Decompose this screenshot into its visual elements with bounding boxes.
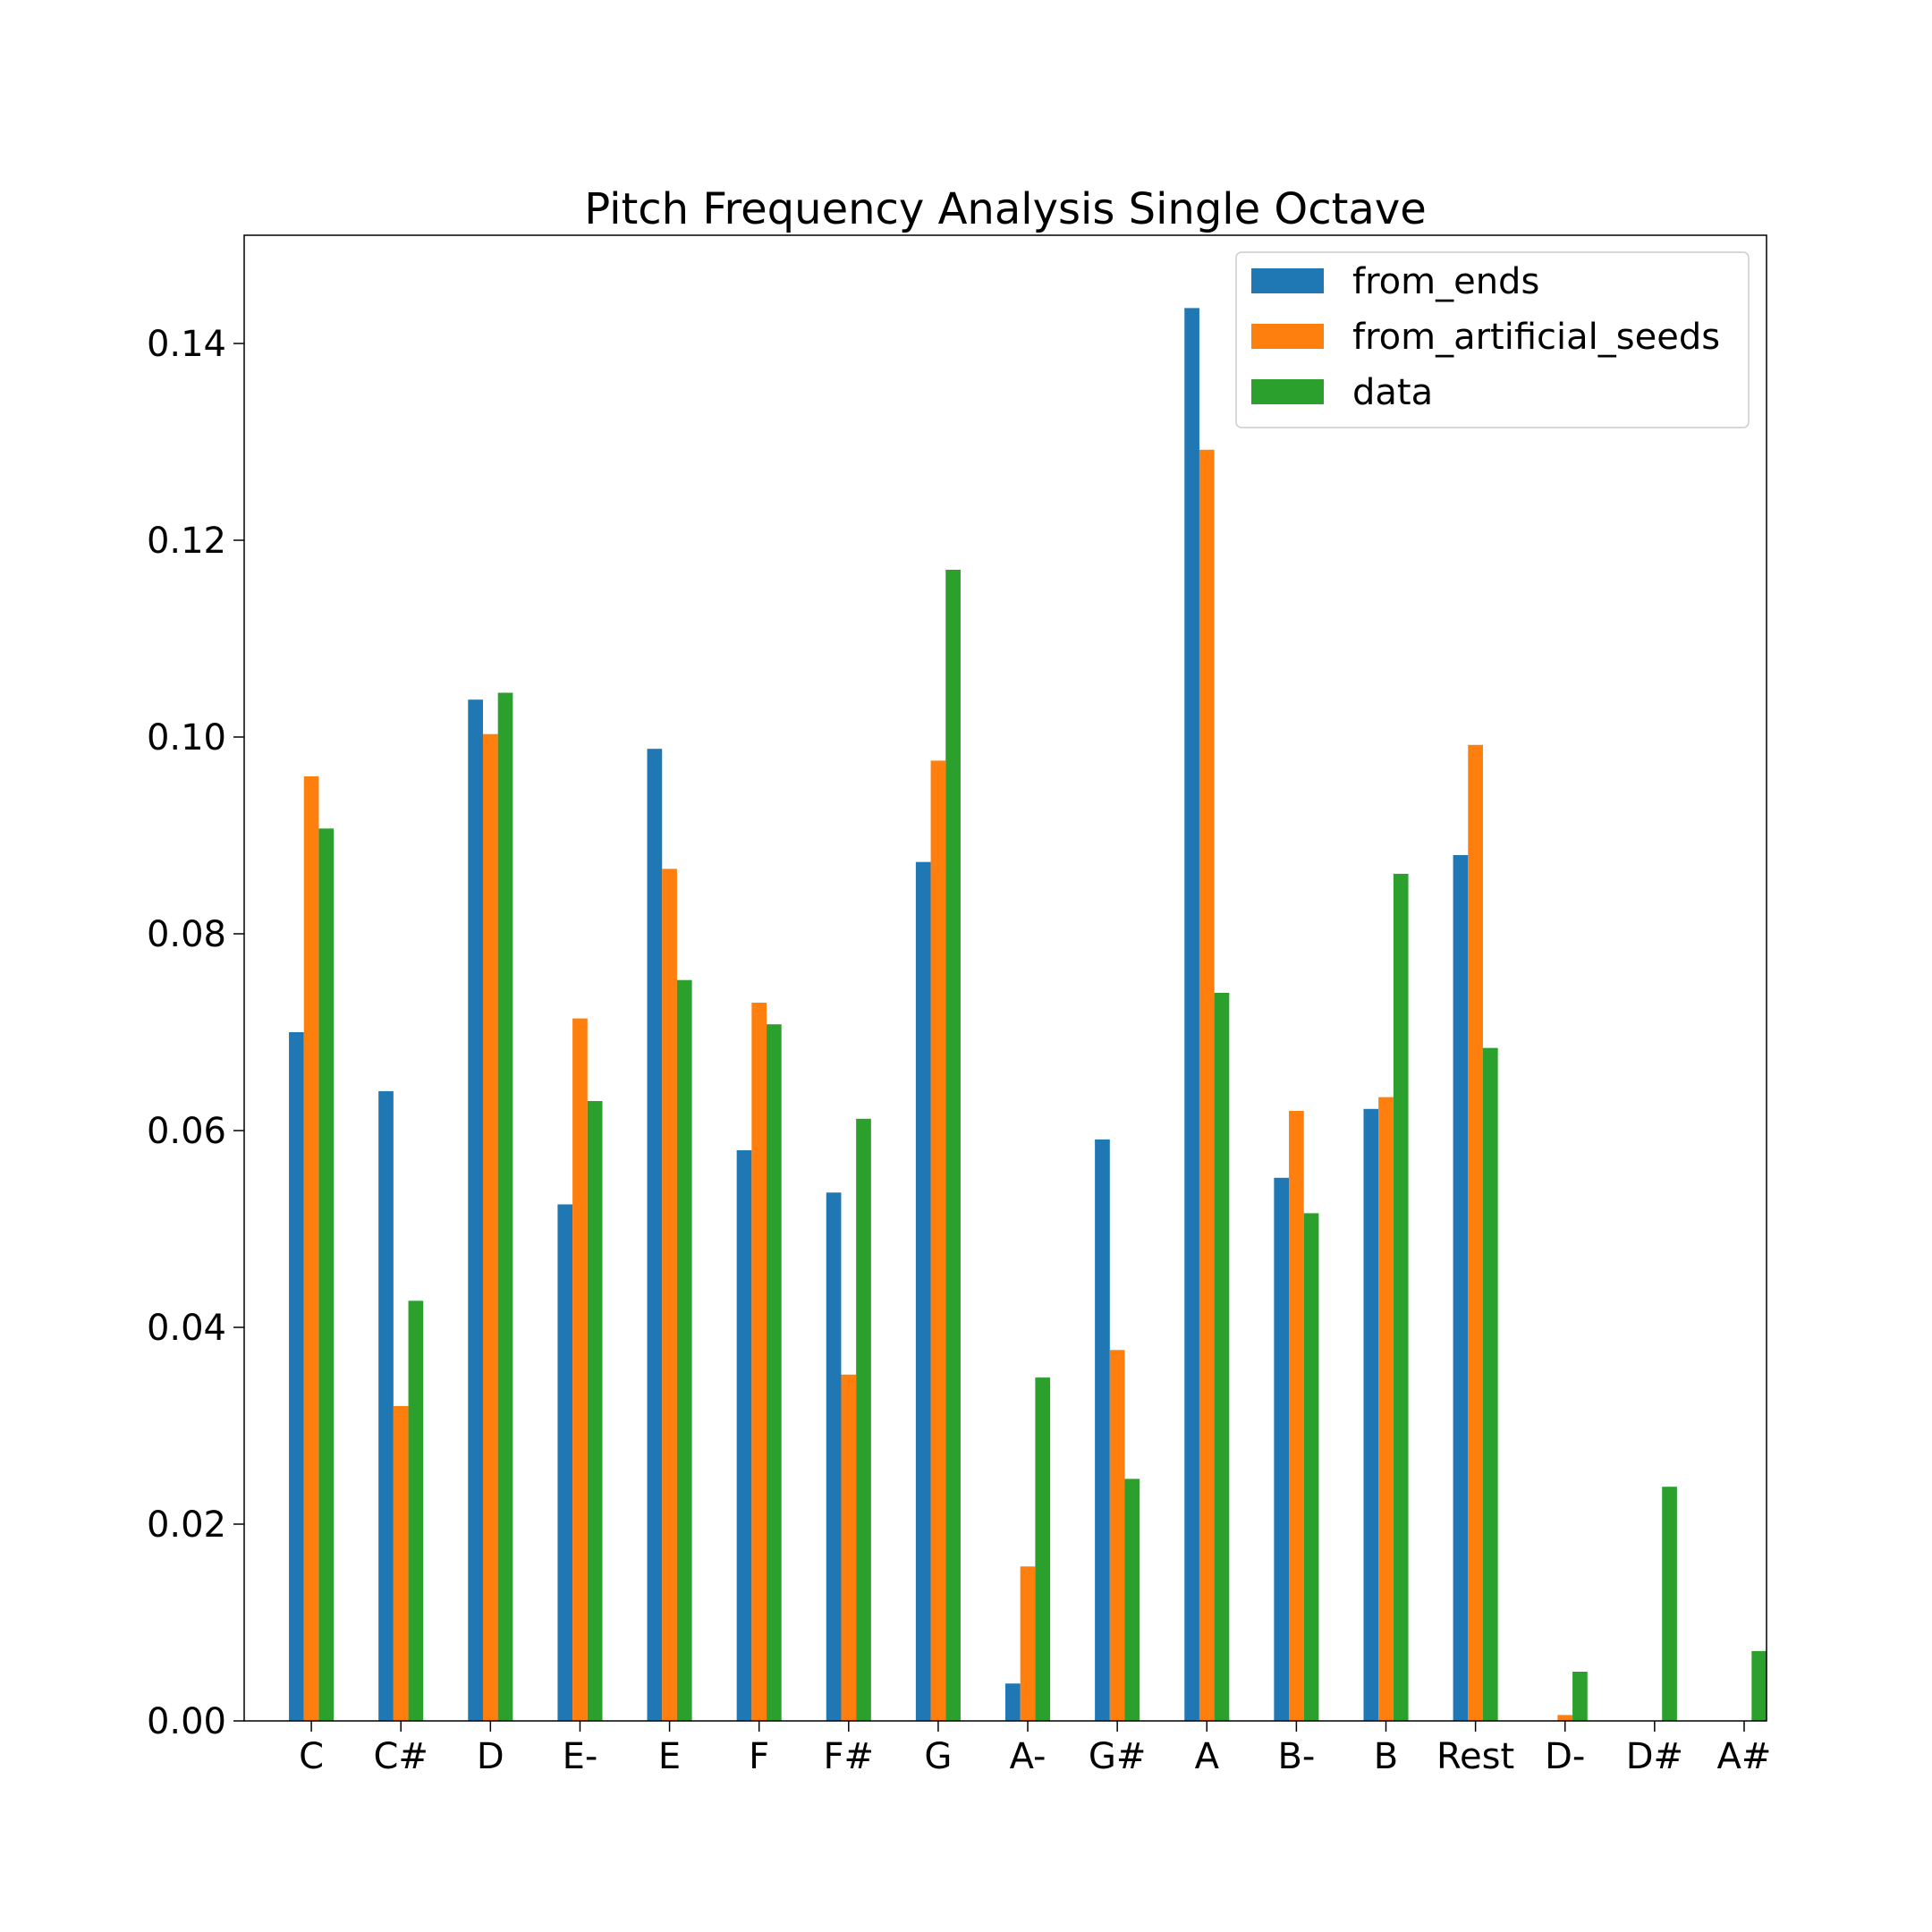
bar-data-Rest <box>1482 1047 1498 1721</box>
bar-data-F# <box>856 1118 871 1721</box>
x-tick-label: A# <box>1717 1736 1772 1777</box>
bar-from_artificial_seeds-E- <box>572 1018 588 1721</box>
x-tick-label: A- <box>1010 1736 1046 1777</box>
x-tick-label: F# <box>824 1736 875 1777</box>
y-tick-label: 0.12 <box>147 521 226 562</box>
bar-data-B- <box>1303 1213 1319 1721</box>
y-tick-label: 0.14 <box>147 324 226 365</box>
legend-label: data <box>1352 372 1433 413</box>
bar-data-C# <box>408 1301 424 1721</box>
bar-data-D <box>497 692 513 1721</box>
bar-data-G <box>945 570 961 1721</box>
bar-data-E <box>676 979 692 1721</box>
x-tick-label: Rest <box>1436 1736 1514 1777</box>
x-tick-label: D <box>477 1736 504 1777</box>
bar-from_artificial_seeds-D- <box>1557 1715 1573 1721</box>
bar-from_ends-G# <box>1095 1139 1110 1721</box>
bar-from_artificial_seeds-A- <box>1020 1566 1036 1721</box>
legend-swatch-data <box>1251 379 1324 404</box>
bar-data-D# <box>1662 1487 1677 1721</box>
bar-data-F <box>767 1024 782 1721</box>
bar-from_ends-A <box>1184 308 1199 1721</box>
bar-from_artificial_seeds-C# <box>393 1406 409 1721</box>
bar-from_artificial_seeds-D <box>482 733 498 1722</box>
x-tick-label: D# <box>1626 1736 1683 1777</box>
bar-data-G# <box>1124 1479 1140 1721</box>
bar-from_artificial_seeds-G <box>930 760 946 1721</box>
bar-from_ends-F <box>736 1150 752 1721</box>
y-tick-label: 0.04 <box>147 1308 226 1349</box>
x-tick-label: B- <box>1277 1736 1315 1777</box>
bar-from_artificial_seeds-C <box>303 776 319 1721</box>
legend-label: from_ends <box>1352 261 1539 302</box>
x-axis: C C# D E- E F F# G A- G# A B- B Rest D- D# A# <box>299 1721 1771 1777</box>
x-tick-label: C# <box>373 1736 428 1777</box>
legend-swatch-from_artificial_seeds <box>1251 324 1324 349</box>
bar-from_ends-C <box>289 1032 304 1721</box>
bar-data-D- <box>1572 1672 1588 1721</box>
bar-from_ends-B <box>1363 1108 1379 1721</box>
bar-from_artificial_seeds-F <box>751 1003 767 1721</box>
x-tick-label: E- <box>563 1736 598 1777</box>
y-tick-label: 0.00 <box>147 1701 226 1742</box>
bar-data-A- <box>1035 1377 1051 1721</box>
bar-from_artificial_seeds-B <box>1378 1097 1394 1721</box>
bars-group <box>289 308 1767 1722</box>
legend-swatch-from_ends <box>1251 268 1324 293</box>
bar-from_ends-E <box>647 749 663 1722</box>
bar-data-B <box>1393 873 1409 1721</box>
bar-data-C <box>318 828 335 1721</box>
x-tick-label: D- <box>1545 1736 1585 1777</box>
bar-from_ends-Rest <box>1453 855 1469 1721</box>
bar-from_ends-A- <box>1005 1683 1021 1721</box>
x-tick-label: G <box>924 1736 952 1777</box>
bar-data-A <box>1214 993 1230 1721</box>
x-tick-label: B <box>1374 1736 1398 1777</box>
x-tick-label: F <box>749 1736 769 1777</box>
bar-from_artificial_seeds-B- <box>1289 1111 1304 1721</box>
chart-title: Pitch Frequency Analysis Single Octave <box>584 184 1427 234</box>
bar-from_artificial_seeds-Rest <box>1468 744 1483 1721</box>
y-tick-label: 0.10 <box>147 717 226 758</box>
bar-from_ends-D <box>468 699 483 1722</box>
x-tick-label: E <box>658 1736 681 1777</box>
bar-from_artificial_seeds-F# <box>841 1374 857 1721</box>
bar-from_ends-E- <box>557 1204 573 1721</box>
x-tick-label: G# <box>1089 1736 1147 1777</box>
y-tick-label: 0.08 <box>147 914 226 955</box>
plot-frame <box>243 234 1767 1722</box>
bar-data-A# <box>1751 1650 1767 1721</box>
y-axis: 0.00 0.02 0.04 0.06 0.08 0.10 0.12 0.14 <box>147 324 244 1742</box>
legend-label: from_artificial_seeds <box>1352 317 1720 358</box>
bar-from_ends-C# <box>378 1091 394 1721</box>
bar-data-E- <box>587 1101 603 1721</box>
bar-from_ends-B- <box>1274 1177 1290 1721</box>
bar-from_artificial_seeds-A <box>1199 449 1215 1721</box>
bar-from_artificial_seeds-E <box>662 869 677 1721</box>
bar-from_artificial_seeds-G# <box>1109 1350 1125 1721</box>
x-tick-label: C <box>299 1736 324 1777</box>
x-tick-label: A <box>1195 1736 1220 1777</box>
bar-from_ends-F# <box>826 1192 842 1721</box>
bar-from_ends-G <box>915 861 931 1721</box>
y-tick-label: 0.06 <box>147 1111 226 1152</box>
legend-box <box>1235 251 1750 428</box>
y-tick-label: 0.02 <box>147 1504 226 1546</box>
